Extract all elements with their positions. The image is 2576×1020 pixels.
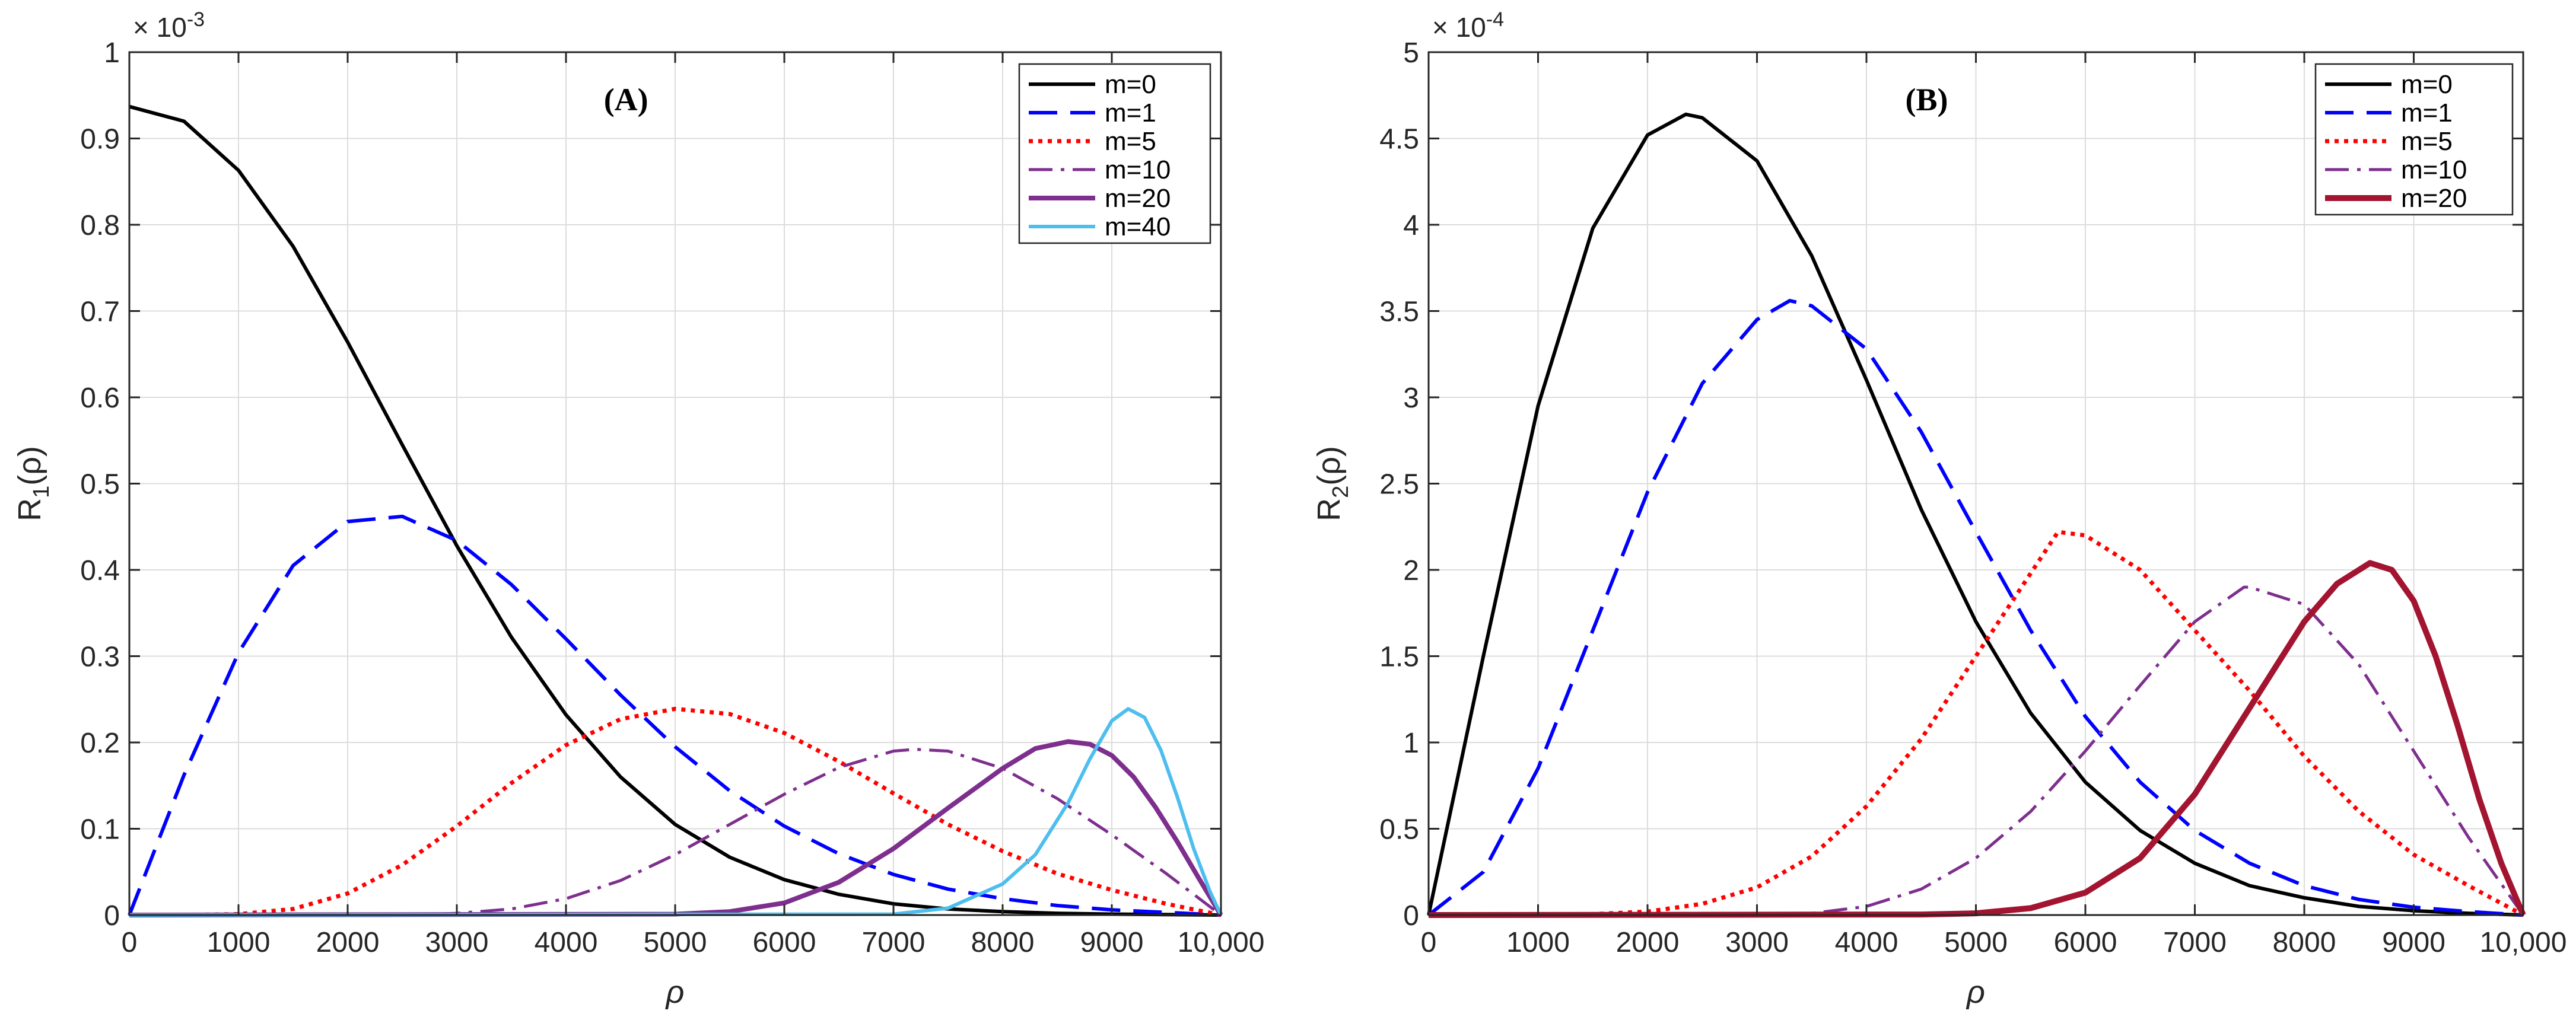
series-line-m=5 [1428,530,2524,917]
series-line-m=0 [129,104,1222,917]
y-tick-label: 0.7 [80,297,120,328]
y-tick-label: 1 [104,37,120,69]
y-tick-label: 0.1 [80,814,120,846]
series-line-m=1 [1427,299,2524,917]
y-tick-label: 0.3 [80,642,120,673]
x-tick-label: 8000 [971,927,1035,958]
y-tick-label: 5 [1403,37,1419,69]
x-tick-label: 4000 [535,927,598,958]
y-multiplier-label: × 10-4 [1432,8,1504,43]
legend-box [2314,63,2514,216]
y-tick-label: 0 [104,900,120,932]
series-line-m=20 [129,739,1223,917]
series-line-m=10 [1428,585,2525,917]
x-tick-label: 1000 [207,927,271,958]
legend-label: m=20 [2401,184,2467,213]
x-tick-label: 8000 [2273,927,2336,958]
series-line-m=1 [128,514,1222,917]
y-tick-label: 4 [1403,210,1419,241]
y-tick-label: 0.9 [80,124,120,155]
x-tick-label: 7000 [862,927,926,958]
y-tick-label: 0.6 [80,383,120,414]
legend-label: m=5 [2401,127,2453,156]
series-line-m=5 [129,706,1222,917]
legend-label: m=1 [2401,98,2453,128]
y-multiplier-label: × 10-3 [133,8,205,43]
x-tick-label: 10,000 [2480,927,2567,958]
legend-label: m=10 [2401,155,2467,184]
x-tick-label: 9000 [2382,927,2445,958]
legend-label: m=5 [1105,127,1156,156]
legend-label: m=20 [1105,184,1171,213]
y-tick-label: 0.8 [80,210,120,241]
y-tick-label: 1.5 [1379,642,1419,673]
x-tick-label: 0 [1421,927,1437,958]
x-tick-label: 5000 [1944,927,2008,958]
x-tick-label: 6000 [2054,927,2117,958]
y-tick-label: 0.5 [80,469,120,501]
panel-a: 0 1000 2000 3000 4000 5000 6000 7000 8000 9000 10,… [12,8,1264,1010]
series-line-m=0 [1427,112,2524,917]
x-tick-label: 3000 [1725,927,1789,958]
y-tick-label: 4.5 [1379,124,1419,155]
legend-label: m=0 [2401,70,2453,99]
x-tick-label: 2000 [316,927,380,958]
y-tick-label: 0 [1403,900,1419,932]
x-tick-label: 0 [122,927,138,958]
x-tick-label: 2000 [1616,927,1680,958]
y-axis-label: R1(ρ) [12,446,54,521]
y-tick-label: 0.5 [1379,814,1419,846]
panel-b: 0 1000 2000 3000 4000 5000 6000 7000 8000 9000 10,… [1311,8,2567,1010]
y-tick-label: 1 [1403,728,1419,759]
x-tick-label: 7000 [2163,927,2227,958]
y-tick-label: 0.2 [80,728,120,759]
x-tick-label: 5000 [644,927,707,958]
legend-label: m=40 [1105,212,1171,241]
x-tick-label: 4000 [1835,927,1898,958]
y-tick-label: 3 [1403,383,1419,414]
panel-title: (A) [604,82,648,117]
y-tick-label: 0.4 [80,555,120,586]
y-axis-label: R2(ρ) [1311,446,1353,521]
legend-box [1018,63,1211,244]
x-tick-label: 9000 [1080,927,1144,958]
legend-label: m=0 [1105,70,1156,99]
x-tick-label: 6000 [753,927,816,958]
y-tick-label: 2.5 [1379,469,1419,501]
legend-label: m=10 [1105,155,1171,184]
y-tick-label: 2 [1403,555,1419,586]
x-axis-label: ρ [1966,974,1985,1010]
x-tick-label: 10,000 [1178,927,1265,958]
x-tick-label: 1000 [1506,927,1570,958]
series-line-m=40 [129,707,1223,917]
x-axis-label: ρ [665,974,685,1010]
legend-label: m=1 [1105,98,1156,128]
y-tick-label: 3.5 [1379,297,1419,328]
x-tick-label: 3000 [425,927,489,958]
series-line-m=20 [1428,560,2526,918]
panel-title: (B) [1905,82,1948,117]
